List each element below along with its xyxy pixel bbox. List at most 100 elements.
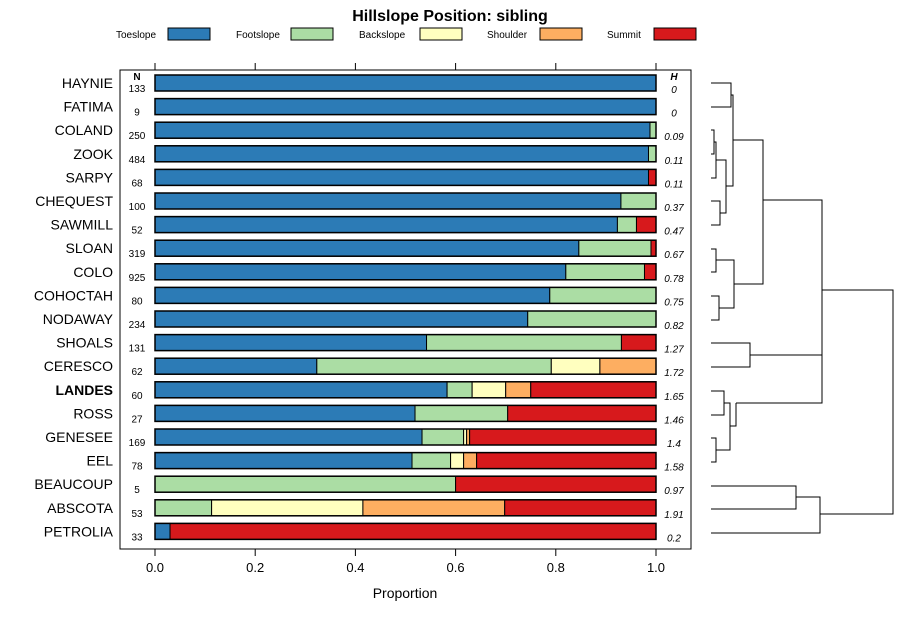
h-value: 1.91 — [664, 510, 683, 521]
h-value: 1.46 — [664, 415, 684, 426]
legend-label: Backslope — [359, 30, 406, 41]
x-tick-label: 0.4 — [346, 560, 364, 575]
h-value: 0.11 — [665, 179, 684, 190]
h-value: 0.11 — [665, 156, 684, 167]
bar-segment — [616, 216, 637, 234]
bar-outline — [154, 451, 657, 470]
dendrogram-branch — [716, 159, 727, 214]
h-value: 0.2 — [667, 533, 681, 544]
legend-label: Summit — [607, 30, 641, 41]
n-value: 9 — [134, 108, 140, 119]
bar-segment — [550, 357, 601, 375]
row-label: COLO — [73, 264, 113, 280]
chart-title: Hillslope Position: sibling — [352, 8, 548, 25]
row-label: ZOOK — [73, 146, 113, 162]
h-value: 1.72 — [664, 368, 684, 379]
bar-row: COHOCTAH 80 0.75 — [34, 286, 684, 308]
n-value: 78 — [131, 462, 143, 473]
bar-segment — [635, 216, 657, 234]
bar-outline — [154, 74, 657, 92]
bar-row: HAYNIE 133 0 — [62, 74, 677, 96]
row-label: CHEQUEST — [35, 193, 113, 209]
bar-outline — [154, 97, 657, 116]
h-value: 0.67 — [664, 250, 684, 261]
bar-outline — [154, 263, 657, 281]
h-value: 0.75 — [664, 297, 684, 308]
x-tick-label: 0.8 — [547, 560, 565, 575]
h-value: 1.58 — [664, 463, 684, 474]
legend-label: Shoulder — [487, 30, 528, 41]
bar-outline — [154, 333, 657, 352]
h-value: 0 — [671, 109, 677, 120]
h-value: 1.4 — [667, 439, 681, 450]
n-value: 133 — [129, 84, 146, 95]
plot-frame — [119, 69, 692, 550]
h-column-header: H — [670, 72, 678, 83]
bar-row: ABSCOTA 53 1.91 — [47, 499, 684, 521]
bar-segment — [154, 428, 423, 446]
row-label: SLOAN — [66, 240, 113, 256]
legend-swatch — [167, 27, 211, 41]
bar-segment — [154, 499, 213, 517]
dendrogram-branch — [711, 82, 732, 108]
bar-outline — [154, 522, 657, 541]
row-label: CERESCO — [44, 358, 113, 374]
bar-segment — [154, 74, 657, 92]
n-value: 52 — [131, 226, 143, 237]
row-label: SHOALS — [56, 335, 113, 351]
bar-segment — [446, 381, 473, 399]
dendrogram — [711, 82, 894, 534]
bar-segment — [426, 334, 622, 352]
bar-outline — [154, 192, 657, 210]
bar-outline — [154, 215, 657, 234]
x-tick-label: 0.2 — [246, 560, 264, 575]
x-tick-label: 1.0 — [647, 560, 665, 575]
bar-segment — [154, 168, 649, 186]
row-label: LANDES — [55, 382, 113, 398]
bar-segment — [650, 239, 657, 257]
row-label: ABSCOTA — [47, 500, 114, 516]
dendrogram-branch — [711, 485, 797, 510]
h-value: 0.97 — [664, 486, 684, 497]
row-label: GENESEE — [45, 429, 113, 445]
bar-outline — [154, 286, 657, 305]
bar-segment — [154, 286, 551, 304]
bar-segment — [578, 239, 652, 257]
row-label: FATIMA — [63, 99, 113, 115]
bar-rows: HAYNIE 133 0 FATIMA 9 0 COLAND 250 0.09 ZOOK 484 0.… — [34, 74, 684, 544]
row-label: SARPY — [66, 169, 114, 185]
h-value: 1.65 — [664, 392, 684, 403]
h-value: 0.37 — [664, 203, 684, 214]
bar-outline — [154, 168, 657, 187]
bar-row: ZOOK 484 0.11 — [73, 145, 684, 167]
x-axis: 0.0 0.2 0.4 0.6 0.8 1.0 — [146, 63, 665, 575]
legend: Toeslope Footslope Backslope Shoulder Summit — [116, 27, 697, 41]
dendrogram-branch — [726, 94, 734, 187]
row-label: NODAWAY — [43, 311, 114, 327]
row-label: COHOCTAH — [34, 287, 113, 303]
legend-swatch — [539, 27, 583, 41]
bar-segment — [421, 428, 465, 446]
bar-segment — [647, 145, 657, 163]
n-value: 100 — [129, 202, 146, 213]
bar-segment — [469, 428, 657, 446]
bar-segment — [530, 381, 657, 399]
bar-row: ROSS 27 1.46 — [73, 404, 684, 426]
n-value: 484 — [129, 155, 146, 166]
bar-row: LANDES 60 1.65 — [55, 381, 684, 403]
bar-row: SLOAN 319 0.67 — [66, 239, 684, 261]
bar-row: PETROLIA 33 0.2 — [44, 522, 681, 544]
row-label: BEAUCOUP — [34, 476, 113, 492]
bar-segment — [565, 263, 645, 281]
bar-row: SAWMILL 52 0.47 — [51, 215, 684, 238]
bar-segment — [154, 522, 171, 540]
x-tick-label: 0.0 — [146, 560, 164, 575]
bar-segment — [154, 404, 416, 422]
bar-outline — [154, 239, 657, 257]
dendrogram-branch — [711, 295, 720, 321]
bar-segment — [154, 121, 651, 139]
bar-segment — [154, 216, 618, 234]
x-tick-label: 0.6 — [447, 560, 465, 575]
n-value: 62 — [131, 367, 143, 378]
